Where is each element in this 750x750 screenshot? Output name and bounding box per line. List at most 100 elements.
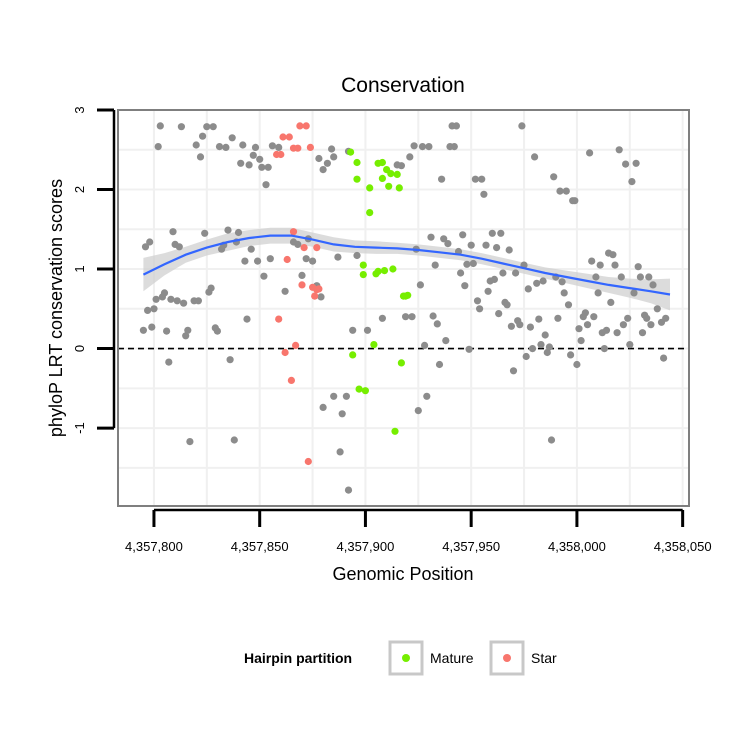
data-point-star (285, 133, 293, 141)
data-point-other (336, 448, 344, 456)
legend-dot-mature (402, 654, 410, 662)
data-point-other (363, 326, 372, 334)
data-point-star (292, 341, 300, 349)
data-point-other (611, 261, 619, 269)
data-point-mature (393, 170, 401, 178)
data-point-mature (378, 158, 386, 167)
data-point-other (545, 343, 554, 351)
data-point-other (649, 281, 657, 289)
data-point-other (607, 298, 615, 306)
data-point-other (465, 345, 473, 353)
data-point-mature (370, 341, 378, 349)
data-point-other (480, 190, 488, 198)
data-point-other (634, 263, 642, 271)
data-point-other (442, 337, 450, 345)
data-point-other (186, 438, 194, 446)
data-point-other (152, 295, 160, 303)
data-point-other (643, 314, 651, 322)
data-point-star (277, 150, 285, 159)
data-point-other (215, 143, 224, 151)
y-tick-label: 1 (72, 265, 87, 272)
data-point-star (313, 244, 321, 252)
legend-label-star: Star (531, 650, 557, 666)
data-point-other (328, 145, 336, 153)
data-point-other (524, 285, 532, 293)
legend: Hairpin partition Mature Star (244, 640, 557, 676)
data-point-other (539, 277, 547, 285)
data-point-other (182, 332, 190, 340)
data-point-other (592, 273, 600, 281)
data-point-other (562, 187, 570, 195)
data-point-other (543, 348, 551, 357)
y-tick-label: -1 (72, 422, 87, 434)
data-point-other (435, 360, 444, 369)
chart-title: Conservation (341, 74, 465, 97)
data-point-other (230, 436, 238, 444)
data-point-other (256, 155, 264, 163)
data-point-other (156, 122, 164, 130)
data-point-other (535, 315, 543, 323)
data-point-other (531, 153, 539, 161)
data-point-mature (387, 170, 395, 178)
data-point-other (541, 331, 549, 339)
data-point-other (645, 273, 653, 281)
data-point-other (309, 257, 317, 265)
data-point-other (408, 313, 416, 321)
data-point-other (275, 143, 283, 151)
data-point-other (575, 325, 583, 333)
data-point-other (228, 134, 236, 142)
x-tick-label: 4,358,000 (548, 539, 606, 554)
data-point-other (317, 293, 325, 301)
data-point-other (226, 356, 234, 364)
data-point-other (243, 315, 251, 323)
data-point-other (567, 351, 575, 359)
data-point-other (484, 287, 492, 295)
data-point-other (262, 181, 270, 189)
data-point-other (602, 326, 611, 334)
data-point-other (560, 289, 568, 297)
data-point-other (169, 228, 177, 236)
data-point-other (577, 337, 585, 345)
data-point-other (632, 159, 640, 167)
y-tick-label: 2 (72, 186, 87, 193)
data-point-other (558, 278, 566, 286)
data-point-other (209, 123, 217, 131)
x-axis-label: Genomic Position (332, 564, 473, 584)
x-tick-label: 4,357,900 (337, 539, 395, 554)
data-point-other (251, 143, 260, 151)
data-point-other (503, 301, 511, 309)
data-point-mature (353, 158, 361, 167)
data-point-other (237, 159, 245, 167)
data-point-other (556, 187, 564, 195)
data-point-mature (366, 184, 374, 192)
data-point-other (414, 407, 422, 415)
confidence-ribbon (143, 227, 670, 311)
data-point-star (304, 457, 312, 466)
data-point-other (150, 305, 158, 313)
data-point-other (478, 175, 486, 183)
data-point-other (636, 273, 645, 281)
data-point-other (493, 244, 501, 252)
data-point-mature (353, 175, 361, 183)
data-point-other (213, 327, 221, 335)
data-point-star (283, 255, 291, 264)
data-point-other (516, 321, 524, 329)
data-point-other (418, 143, 427, 151)
data-point-star (294, 144, 302, 152)
data-point-star (279, 133, 287, 141)
data-point-other (647, 321, 655, 329)
data-point-other (490, 275, 498, 283)
data-point-other (438, 175, 446, 183)
data-point-other (547, 436, 556, 444)
data-point-other (406, 153, 414, 161)
data-point-other (175, 243, 183, 251)
data-point-other (537, 341, 545, 349)
data-point-other (571, 197, 579, 205)
data-point-star (296, 122, 304, 130)
panel-border (117, 109, 690, 507)
data-point-other (522, 352, 530, 361)
data-point-other (471, 175, 479, 183)
data-point-other (581, 309, 590, 317)
data-point-other (526, 323, 535, 331)
data-point-star (287, 376, 295, 384)
